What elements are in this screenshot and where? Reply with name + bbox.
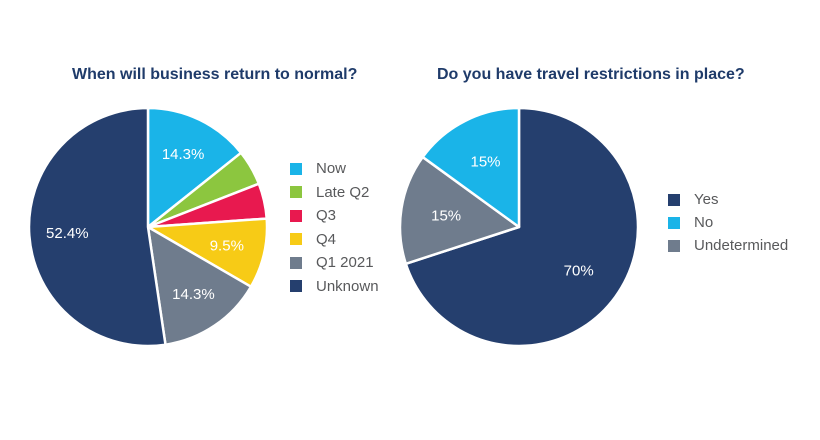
legend-label-q4: Q4: [316, 230, 337, 248]
legend-label-unknown: Unknown: [316, 277, 379, 295]
legend-label-no: No: [694, 214, 714, 231]
pie-slice-yes: [404, 106, 640, 348]
legend-item-q1-2021: Q1 2021: [290, 254, 374, 271]
legend-label-undetermined: Undetermined: [694, 237, 789, 254]
pie-chart-0: 14.3% 9.5% 14.3% 52.4%: [27, 106, 269, 348]
pie-slice-no: [421, 106, 521, 229]
data-label-undetermined: 15%: [431, 207, 461, 224]
data-label-q1-2021: 14.3%: [172, 286, 215, 303]
legend-item-now: Now: [290, 160, 346, 177]
pie-slice-q1-2021: [146, 225, 253, 346]
legend-item-q3: Q3: [290, 207, 336, 224]
pie-chart-1: 70% 15% 15%: [398, 106, 640, 348]
legend-label-now: Now: [316, 160, 347, 177]
legend-business-return: Now Late Q2 Q3 Q4 Q1 2021 Unknown: [290, 160, 410, 310]
legend-label-late-q2: Late Q2: [316, 183, 370, 201]
legend-swatch-undetermined: [668, 239, 680, 252]
legend-swatch-yes: [668, 193, 680, 206]
pie-slice-undetermined: [398, 155, 521, 266]
legend-item-unknown: Unknown: [290, 278, 379, 295]
legend-item-undetermined: Undetermined: [668, 237, 788, 254]
legend-item-no: No: [668, 214, 713, 231]
data-label-unknown: 52.4%: [46, 225, 89, 242]
legend-swatch-now: [290, 162, 302, 175]
legend-travel-restrictions: Yes No Undetermined: [668, 191, 818, 271]
legend-label-q1-2021: Q1 2021: [316, 254, 374, 271]
legend-item-yes: Yes: [668, 191, 718, 208]
legend-swatch-late-q2: [290, 186, 302, 198]
data-label-q4: 9.5%: [210, 237, 244, 254]
legend-item-late-q2: Late Q2: [290, 184, 369, 201]
legend-label-yes: Yes: [694, 191, 719, 208]
legend-label-q3: Q3: [316, 207, 337, 224]
chart-title-travel-restrictions: Do you have travel restrictions in place…: [437, 66, 745, 83]
legend-swatch-no: [668, 216, 680, 229]
legend-swatch-q4: [290, 233, 302, 245]
legend-item-q4: Q4: [290, 231, 336, 248]
data-label-now: 14.3%: [162, 146, 205, 163]
pie-slice-now: [146, 106, 243, 229]
data-label-no: 15%: [470, 153, 500, 170]
legend-swatch-q3: [290, 209, 302, 222]
pie-slice-unknown: [27, 106, 167, 348]
legend-swatch-q1-2021: [290, 256, 302, 269]
data-label-yes: 70%: [564, 262, 594, 279]
legend-swatch-unknown: [290, 280, 302, 292]
chart-title-business-return: When will business return to normal?: [72, 66, 358, 83]
